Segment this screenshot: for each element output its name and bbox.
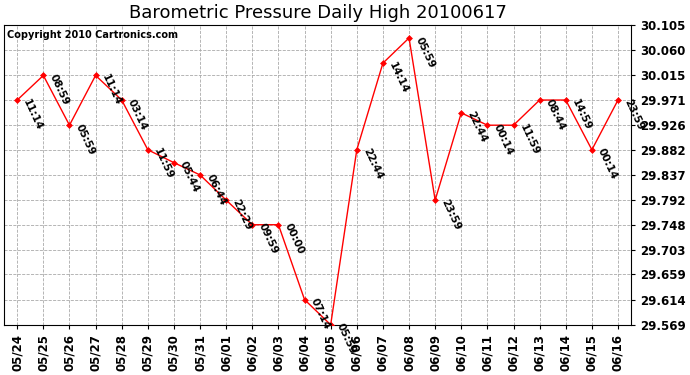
Text: 00:14: 00:14 <box>596 147 619 182</box>
Text: 11:59: 11:59 <box>152 147 175 181</box>
Text: 07:14: 07:14 <box>308 297 332 332</box>
Text: 14:59: 14:59 <box>570 97 593 132</box>
Text: 09:59: 09:59 <box>257 222 279 256</box>
Text: 22:44: 22:44 <box>466 110 489 145</box>
Text: 22:29: 22:29 <box>230 197 253 231</box>
Title: Barometric Pressure Daily High 20100617: Barometric Pressure Daily High 20100617 <box>128 4 506 22</box>
Text: 00:14: 00:14 <box>491 122 515 157</box>
Text: 14:14: 14:14 <box>387 60 411 95</box>
Text: 00:00: 00:00 <box>283 222 306 256</box>
Text: 08:44: 08:44 <box>544 97 567 132</box>
Text: 23:59: 23:59 <box>622 97 645 131</box>
Text: 06:44: 06:44 <box>204 172 228 207</box>
Text: 05:59: 05:59 <box>74 122 97 156</box>
Text: 05:59: 05:59 <box>335 322 358 356</box>
Text: 11:14: 11:14 <box>21 97 45 132</box>
Text: 05:59: 05:59 <box>413 35 436 69</box>
Text: 23:59: 23:59 <box>440 197 462 231</box>
Text: 22:44: 22:44 <box>361 147 384 182</box>
Text: 05:44: 05:44 <box>178 160 201 194</box>
Text: 11:14: 11:14 <box>100 73 123 107</box>
Text: 08:59: 08:59 <box>48 73 70 107</box>
Text: Copyright 2010 Cartronics.com: Copyright 2010 Cartronics.com <box>8 30 178 40</box>
Text: 03:14: 03:14 <box>126 97 149 132</box>
Text: 11:59: 11:59 <box>518 122 541 156</box>
